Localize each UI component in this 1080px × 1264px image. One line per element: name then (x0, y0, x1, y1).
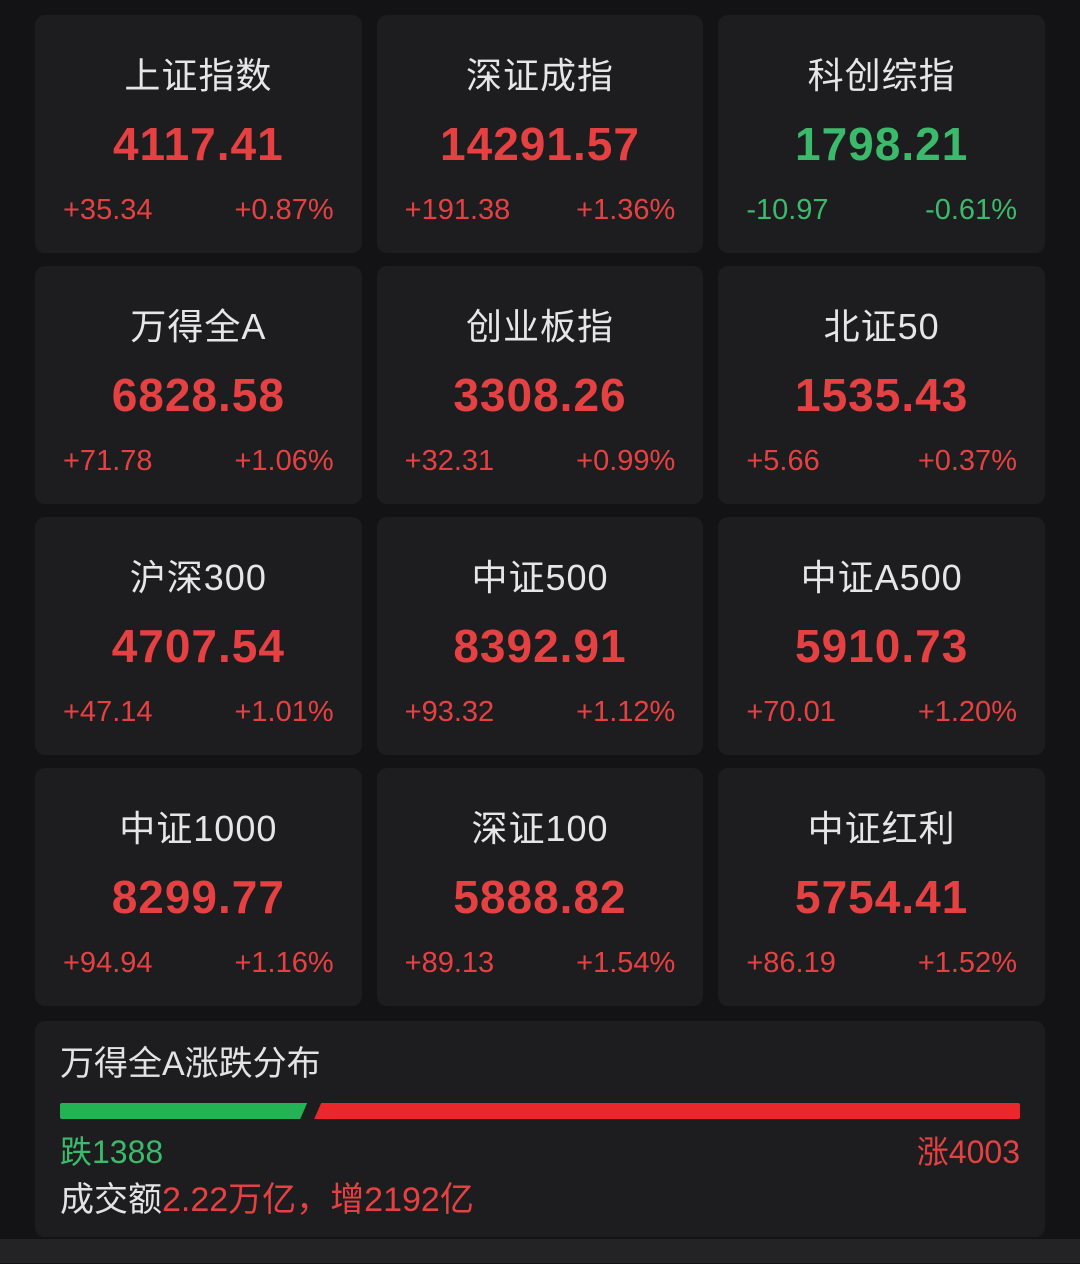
index-change-percent: +1.36% (576, 193, 676, 226)
index-card[interactable]: 创业板指 3308.26 +32.31 +0.99% (376, 266, 704, 504)
index-name: 科创综指 (807, 55, 956, 96)
index-delta-row: +93.32 +1.12% (404, 695, 676, 728)
index-card[interactable]: 万得全A 6828.58 +71.78 +1.06% (35, 266, 362, 504)
index-change: +47.14 (63, 695, 153, 728)
index-change: +94.94 (63, 946, 153, 979)
index-change-percent: -0.61% (925, 193, 1017, 226)
index-value: 8392.91 (453, 619, 627, 672)
turnover-prefix: 成交额 (60, 1181, 162, 1219)
index-change-percent: +1.01% (234, 695, 334, 728)
advance-decline-bar (60, 1103, 1020, 1119)
index-change-percent: +1.12% (576, 695, 676, 728)
index-card[interactable]: 科创综指 1798.21 -10.97 -0.61% (718, 15, 1045, 253)
index-name: 深证100 (471, 808, 609, 849)
index-value: 6828.58 (111, 368, 285, 421)
decliners-bar-segment (60, 1103, 307, 1119)
index-delta-row: +35.34 +0.87% (63, 193, 334, 226)
advancers-count-label: 涨4003 (916, 1134, 1020, 1170)
index-value: 5754.41 (795, 870, 969, 923)
index-value: 8299.77 (111, 870, 285, 923)
index-name: 北证50 (823, 306, 940, 347)
index-value: 4707.54 (111, 619, 285, 672)
index-change-percent: +1.16% (234, 946, 334, 979)
index-change-percent: +0.37% (917, 444, 1017, 477)
index-name: 上证指数 (124, 55, 273, 96)
advance-decline-labels: 跌1388 涨4003 (60, 1136, 1020, 1168)
index-name: 沪深300 (129, 557, 267, 598)
index-change: +35.34 (63, 193, 153, 226)
index-card[interactable]: 中证红利 5754.41 +86.19 +1.52% (718, 768, 1045, 1006)
index-delta-row: +71.78 +1.06% (63, 444, 334, 477)
decliners-count-label: 跌1388 (60, 1134, 164, 1170)
index-value: 5910.73 (795, 619, 969, 672)
index-value: 14291.57 (440, 117, 640, 170)
index-name: 中证500 (471, 557, 609, 598)
index-change: +89.13 (404, 946, 495, 979)
index-name: 创业板指 (465, 306, 614, 347)
index-card-grid: 上证指数 4117.41 +35.34 +0.87% 深证成指 14291.57… (35, 15, 1045, 1006)
index-change-percent: +1.52% (917, 946, 1017, 979)
index-delta-row: +94.94 +1.16% (63, 946, 334, 979)
index-change: +93.32 (404, 695, 495, 728)
index-change: +86.19 (746, 946, 836, 979)
index-card[interactable]: 深证成指 14291.57 +191.38 +1.36% (376, 15, 704, 253)
bottom-strip (0, 1239, 1080, 1263)
index-delta-row: +5.66 +0.37% (746, 444, 1017, 477)
index-change: +5.66 (746, 444, 820, 477)
index-card[interactable]: 沪深300 4707.54 +47.14 +1.01% (35, 517, 362, 755)
index-card[interactable]: 中证A500 5910.73 +70.01 +1.20% (718, 517, 1045, 755)
index-delta-row: +47.14 +1.01% (63, 695, 334, 728)
index-card[interactable]: 北证50 1535.43 +5.66 +0.37% (718, 266, 1045, 504)
index-name: 中证红利 (807, 808, 956, 849)
index-change: +70.01 (746, 695, 836, 728)
advancers-bar-segment (314, 1103, 1020, 1119)
index-name: 万得全A (130, 306, 267, 347)
index-delta-row: +191.38 +1.36% (404, 193, 676, 226)
index-delta-row: +86.19 +1.52% (746, 946, 1017, 979)
index-value: 1798.21 (795, 117, 969, 170)
index-change: +191.38 (404, 193, 511, 226)
index-name: 中证A500 (800, 557, 963, 598)
index-change: +71.78 (63, 444, 153, 477)
turnover-change: 增2192亿 (330, 1181, 474, 1219)
index-card[interactable]: 中证500 8392.91 +93.32 +1.12% (376, 517, 704, 755)
index-change-percent: +1.06% (234, 444, 334, 477)
index-delta-row: +89.13 +1.54% (404, 946, 676, 979)
index-change-percent: +0.87% (234, 193, 334, 226)
index-card[interactable]: 上证指数 4117.41 +35.34 +0.87% (35, 15, 362, 253)
index-card[interactable]: 中证1000 8299.77 +94.94 +1.16% (35, 768, 362, 1006)
turnover-value: 2.22万亿， (162, 1181, 331, 1219)
breadth-title: 万得全A涨跌分布 (60, 1045, 321, 1083)
index-name: 深证成指 (465, 55, 614, 96)
index-change-percent: +1.54% (576, 946, 676, 979)
index-card[interactable]: 深证100 5888.82 +89.13 +1.54% (376, 768, 704, 1006)
index-value: 4117.41 (112, 117, 284, 170)
index-change: +32.31 (404, 444, 495, 477)
index-value: 3308.26 (453, 368, 627, 421)
breadth-panel: 万得全A涨跌分布 跌1388 涨4003 成交额2.22万亿，增2192亿 (35, 1021, 1045, 1237)
index-delta-row: +70.01 +1.20% (746, 695, 1017, 728)
index-name: 中证1000 (119, 808, 278, 849)
index-value: 5888.82 (453, 870, 627, 923)
turnover-line: 成交额2.22万亿，增2192亿 (60, 1183, 1020, 1217)
index-delta-row: +32.31 +0.99% (404, 444, 676, 477)
index-change: -10.97 (746, 193, 829, 226)
index-change-percent: +1.20% (917, 695, 1017, 728)
index-delta-row: -10.97 -0.61% (746, 193, 1017, 226)
index-value: 1535.43 (795, 368, 969, 421)
index-change-percent: +0.99% (576, 444, 676, 477)
